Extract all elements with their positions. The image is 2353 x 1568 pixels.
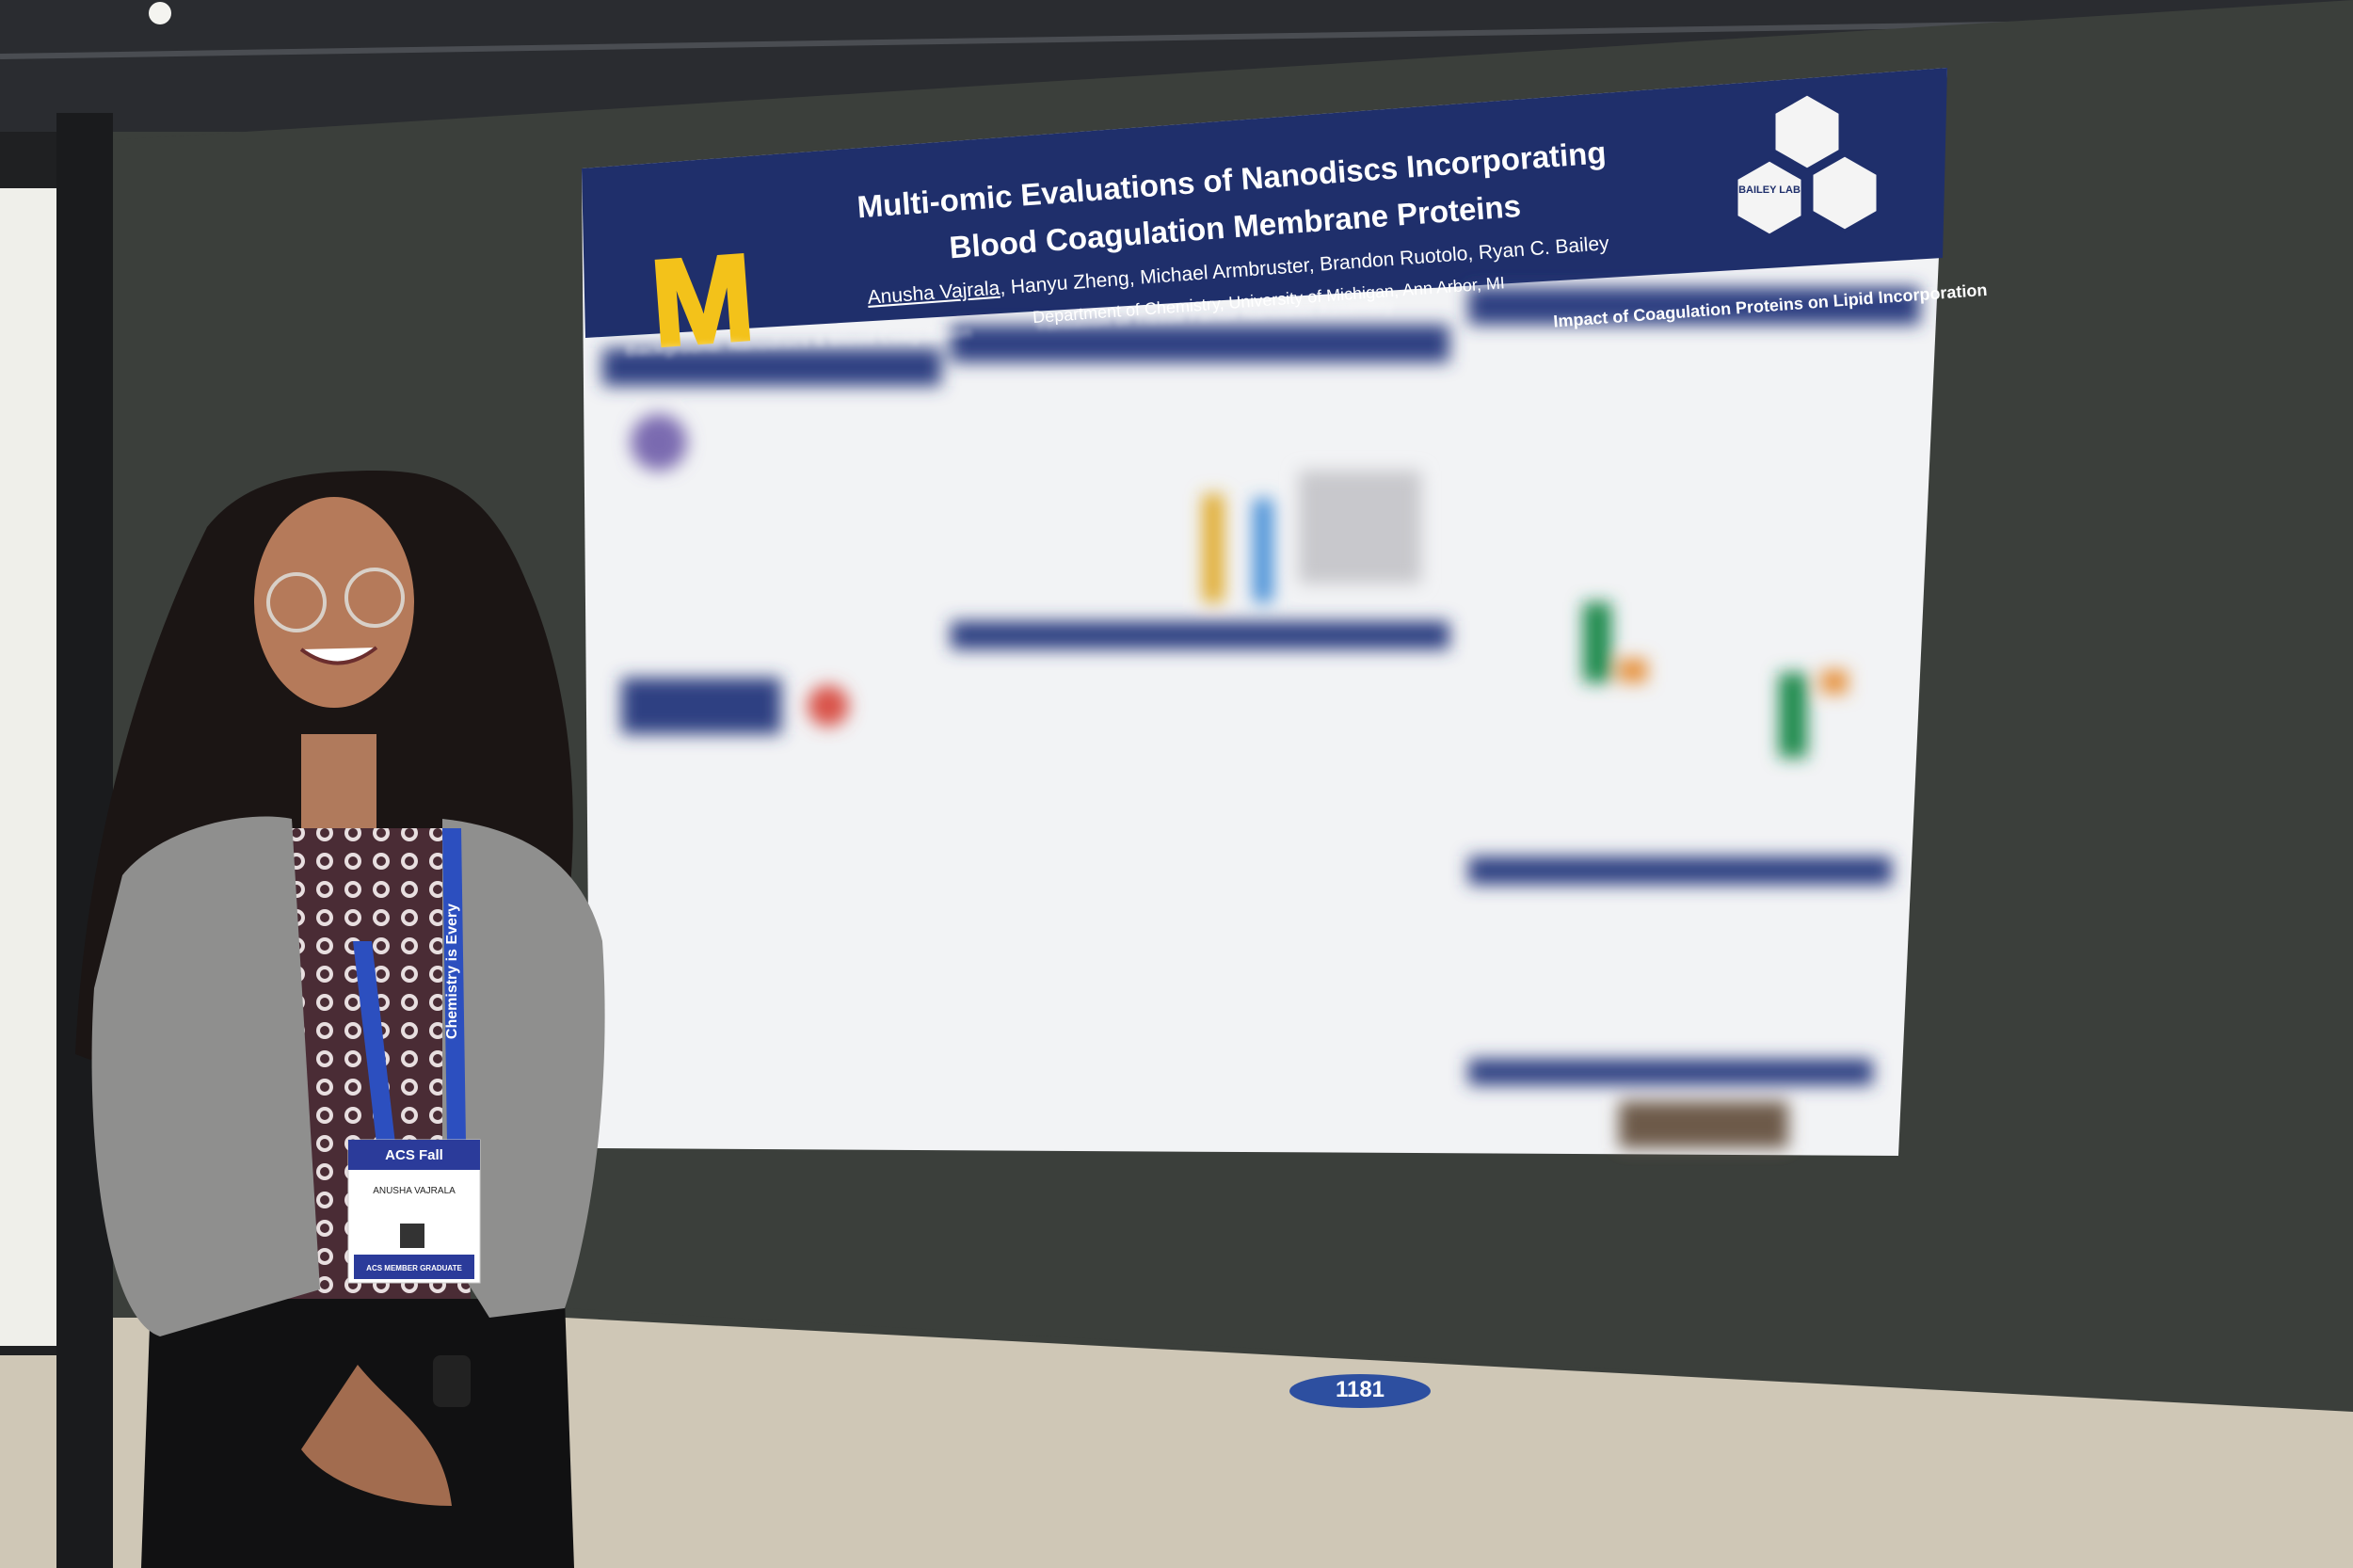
blazer-right bbox=[442, 819, 605, 1318]
university-logo: M bbox=[647, 228, 759, 373]
section-bar bbox=[602, 348, 941, 386]
badge-membership: ACS MEMBER GRADUATE bbox=[366, 1264, 462, 1272]
floor-marker bbox=[1289, 1374, 1431, 1408]
section-bar bbox=[951, 621, 1449, 649]
figure bbox=[1299, 471, 1421, 584]
lab-logo: BAILEY LAB bbox=[1735, 92, 1880, 237]
figure-bar bbox=[1583, 602, 1611, 682]
hexagon bbox=[1735, 158, 1804, 237]
floor bbox=[0, 1318, 2353, 1568]
badge-name: ANUSHA VAJRALA bbox=[373, 1186, 456, 1196]
section-bar bbox=[1468, 856, 1892, 885]
lab-name: BAILEY LAB bbox=[1738, 184, 1801, 196]
neck bbox=[301, 734, 376, 838]
poster-header bbox=[582, 68, 1947, 338]
figure-bar bbox=[1821, 670, 1848, 694]
block bbox=[621, 678, 781, 734]
floor-number: 1181 bbox=[1336, 1377, 1385, 1402]
light bbox=[149, 2, 171, 24]
badge-qr bbox=[400, 1224, 424, 1248]
face bbox=[254, 497, 414, 708]
figure-bar bbox=[1619, 659, 1647, 682]
smile bbox=[299, 646, 378, 665]
badge-event: ACS Fall bbox=[385, 1147, 443, 1163]
section-bar bbox=[1468, 1059, 1873, 1085]
lanyard bbox=[353, 941, 395, 1144]
figure bbox=[631, 414, 687, 471]
figure-bar bbox=[1779, 673, 1807, 758]
badge-footer bbox=[354, 1255, 474, 1279]
section-bar bbox=[951, 325, 1449, 362]
lanyard-text: Chemistry is Every bbox=[444, 904, 460, 1039]
figure-bar bbox=[1203, 494, 1224, 602]
glasses bbox=[266, 572, 327, 632]
glasses bbox=[344, 568, 405, 628]
poster-body bbox=[602, 287, 1920, 1148]
hands bbox=[301, 1365, 452, 1506]
figure bbox=[808, 685, 849, 727]
badge-banner bbox=[348, 1140, 480, 1170]
person: Chemistry is Every ACS Fall ANUSHA VAJRA… bbox=[75, 471, 605, 1568]
section-bar bbox=[1468, 287, 1920, 325]
lanyard bbox=[442, 828, 466, 1144]
watch bbox=[433, 1355, 471, 1407]
figure bbox=[1619, 1101, 1788, 1148]
hexagon bbox=[1772, 92, 1842, 171]
blazer-left bbox=[91, 816, 320, 1336]
hexagon bbox=[1810, 153, 1880, 232]
figure-bar bbox=[1254, 499, 1273, 602]
